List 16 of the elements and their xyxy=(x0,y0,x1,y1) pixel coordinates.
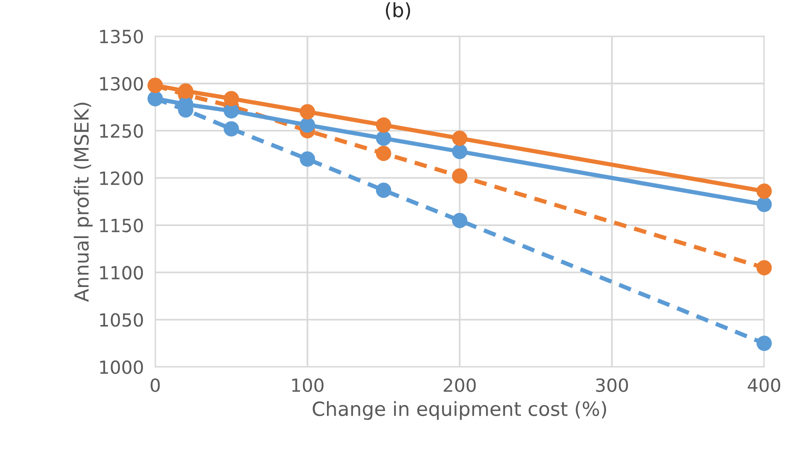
x-axis-title: Change in equipment cost (%) xyxy=(312,401,606,420)
y-tick-label: 1350 xyxy=(100,30,143,44)
y-tick-label: 1300 xyxy=(100,76,143,91)
x-tick-label: 400 xyxy=(748,378,780,392)
chart-title: (b) xyxy=(386,2,410,20)
x-tick-label: 200 xyxy=(444,378,476,392)
y-tick-label: 1100 xyxy=(100,266,143,280)
x-tick-label: 100 xyxy=(292,378,324,392)
y-tick-label: 1150 xyxy=(100,218,143,232)
y-tick-label: 1050 xyxy=(100,313,143,327)
x-tick-label: 0 xyxy=(150,378,160,392)
y-tick-label: 1200 xyxy=(100,171,143,186)
y-tick-label: 1000 xyxy=(100,360,143,374)
y-axis-title: Annual profit (MSEK) xyxy=(74,102,93,302)
y-tick-label: 1250 xyxy=(100,124,143,138)
x-tick-label: 300 xyxy=(596,378,628,392)
